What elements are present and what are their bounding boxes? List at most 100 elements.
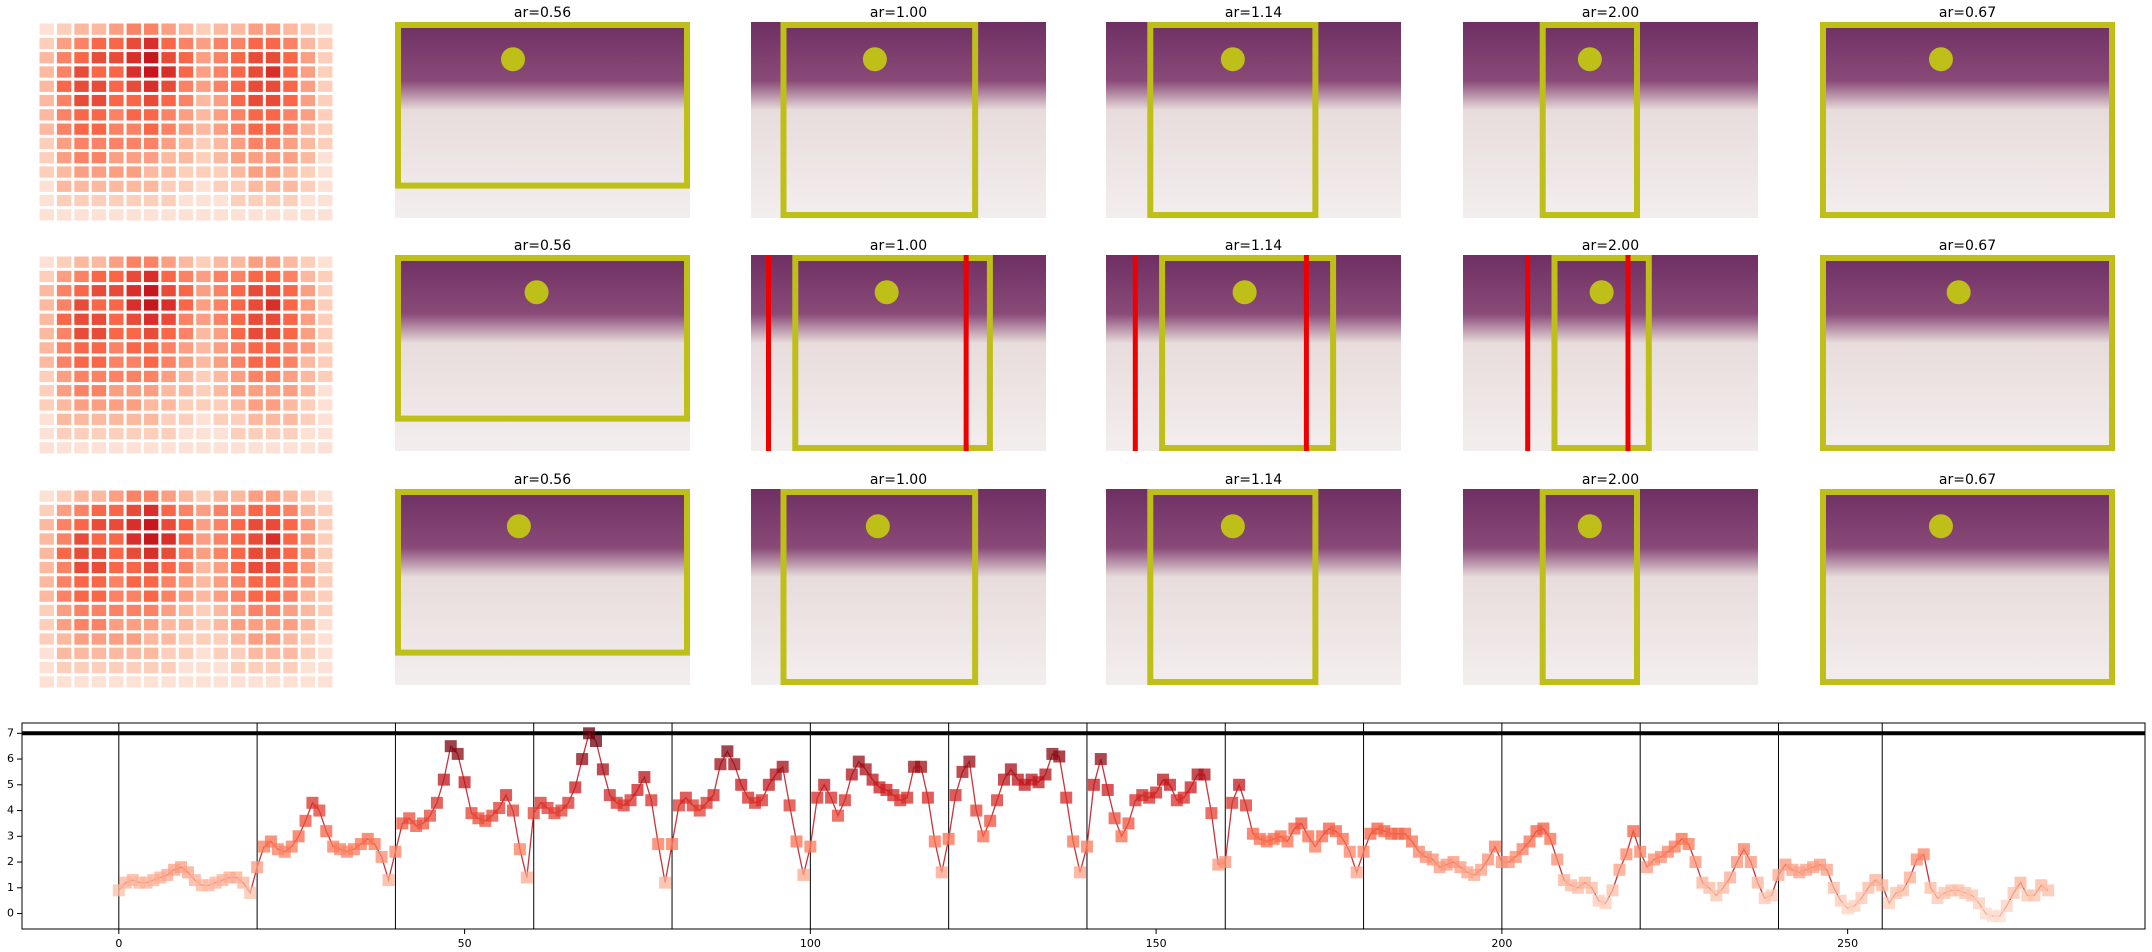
heatmap-cell [300,576,316,588]
heatmap-cell [74,313,89,325]
heatmap-cell [143,194,159,207]
heatmap-cell [39,209,54,221]
heatmap-cell [109,342,124,354]
heatmap-cell [109,356,124,368]
heatmap-cell [196,327,211,340]
marker [755,794,768,807]
heatmap-cell [213,619,229,631]
heatmap-cell [318,413,333,425]
heatmap-cell [161,533,176,545]
heatmap-cell [178,519,194,531]
heatmap-cell [161,209,176,221]
heatmap-cell [126,547,141,559]
heatmap-cell [109,23,124,35]
photo [1820,489,2115,685]
heatmap-cell [213,270,229,283]
heatmap-cell [109,94,124,107]
heatmap-cell [91,80,107,92]
heatmap-cell [109,490,124,502]
heatmap-cell [39,152,54,164]
marker [368,838,381,851]
heatmap-cell [265,270,281,283]
heatmap-cell [91,504,107,517]
heatmap-cell [248,80,263,92]
marker [666,838,679,851]
heatmap-cell [231,80,246,92]
heatmap-cell [39,109,54,121]
heatmap-cell [126,356,141,368]
heatmap-cell [56,52,72,64]
heatmap-cell [126,66,141,78]
heatmap-cell [126,619,141,631]
heatmap-cell [143,661,159,674]
heatmap-cell [248,519,263,531]
heatmap-cell [248,94,263,107]
heatmap-cell [318,285,333,297]
marker [728,758,741,771]
heatmap-cell [231,590,246,602]
heatmap-cell [39,519,54,531]
heatmap-cell [318,647,333,659]
heatmap-cell [283,194,298,207]
panel-title: ar=0.67 [1939,472,1996,488]
heatmap-cell [143,52,159,64]
heatmap-cell [248,647,263,659]
heatmap-cell [300,399,316,411]
heatmap-cell [126,180,141,192]
crop-box [780,489,979,685]
heatmap-cell [300,270,316,283]
heatmap-cell [283,413,298,425]
heatmap-cell [56,676,72,688]
heatmap-cell [196,270,211,283]
heatmap-cell [318,23,333,35]
heatmap-cell [283,370,298,383]
heatmap-cell [143,256,159,268]
heatmap-cell [91,533,107,545]
heatmap-cell [74,327,89,340]
marker [963,755,976,768]
heatmap-cell [213,504,229,517]
focus-dot [1220,47,1245,72]
heatmap-cell [283,166,298,178]
heatmap-cell [74,94,89,107]
heatmap-cell [265,342,281,354]
heatmap-cell [196,619,211,631]
heatmap-cell [126,604,141,617]
heatmap-cell [143,109,159,121]
heatmap-cell [178,270,194,283]
marker [1924,881,1937,894]
x-tick-label: 250 [1837,937,1858,950]
heatmap-cell [318,561,333,574]
marker [1343,845,1356,858]
focus-dot [862,47,887,72]
marker [437,773,450,786]
heatmap-cell [126,109,141,121]
y-tick-label: 5 [7,778,14,791]
heatmap-cell [126,194,141,207]
heatmap-cell [178,342,194,354]
heatmap-cell [91,647,107,659]
y-tick-label: 7 [7,726,14,739]
marker [1177,791,1190,804]
heatmap-cell [39,37,54,50]
heatmap-cell [109,123,124,135]
heatmap-cell [56,633,72,645]
heatmap-cell [231,123,246,135]
marker [451,747,464,760]
heatmap-cell [231,604,246,617]
heatmap-cell [231,370,246,383]
heatmap-cell [213,633,229,645]
marker [493,801,506,814]
marker [251,861,264,874]
heatmap-cell [300,299,316,311]
heatmap-cell [318,342,333,354]
heatmap-cell [126,370,141,383]
heatmap-cell [56,647,72,659]
marker [1903,871,1916,884]
heatmap-cell [109,533,124,545]
heatmap-cell [39,66,54,78]
heatmap-cell [161,299,176,311]
heatmap-cell [231,356,246,368]
heatmap-cell [265,399,281,411]
heatmap-cell [248,299,263,311]
